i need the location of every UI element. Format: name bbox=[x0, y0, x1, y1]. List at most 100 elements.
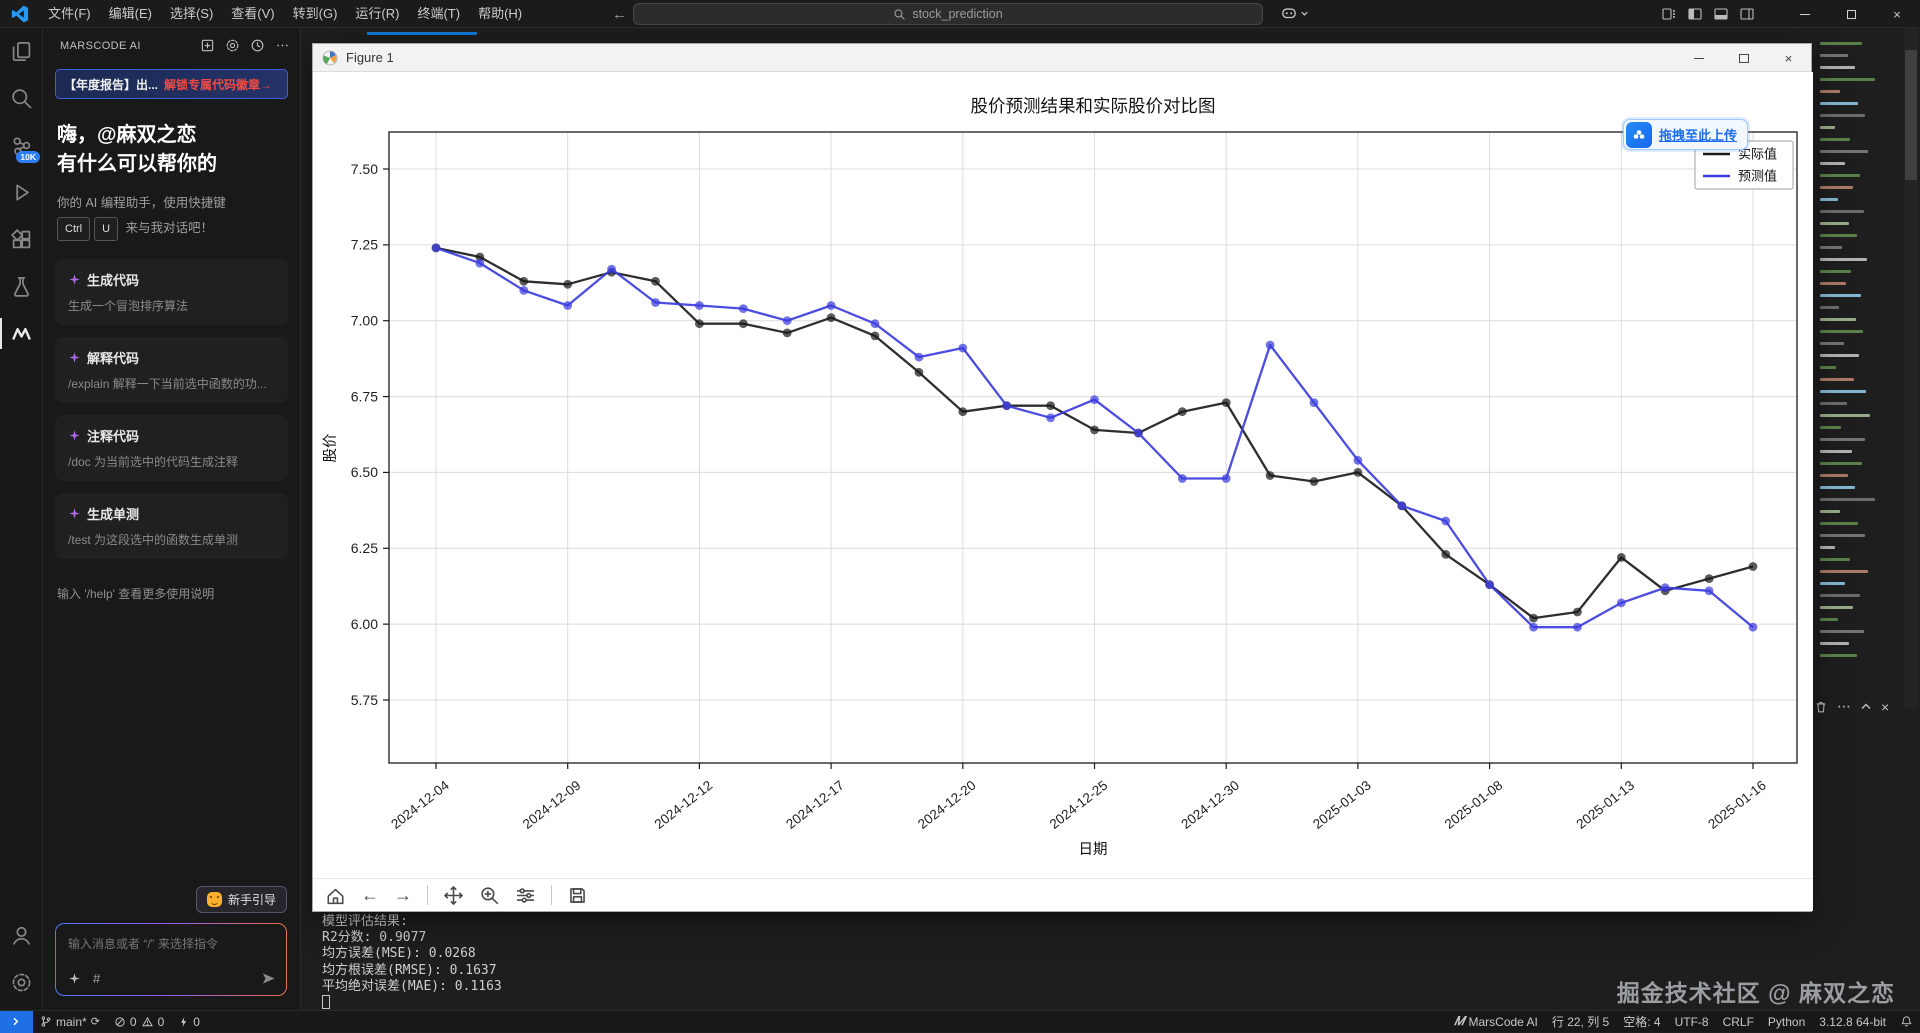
emoji-face-icon bbox=[207, 892, 222, 907]
kbd-Ctrl: Ctrl bbox=[57, 217, 90, 241]
remote-indicator[interactable] bbox=[0, 1011, 33, 1033]
layout-sidebar-left-icon[interactable] bbox=[1687, 6, 1703, 22]
sparkle-icon bbox=[68, 507, 81, 520]
layout-panel-icon[interactable] bbox=[1713, 6, 1729, 22]
status-item-6[interactable]: 3.12.8 64-bit bbox=[1812, 1011, 1893, 1033]
svg-text:2025-01-16: 2025-01-16 bbox=[1705, 778, 1769, 832]
terminal-line: R2分数: 0.9077 bbox=[322, 930, 502, 946]
onboarding-guide-button[interactable]: 新手引导 bbox=[196, 886, 287, 913]
guide-button-label: 新手引导 bbox=[228, 891, 276, 908]
ports-count: 0 bbox=[193, 1015, 200, 1029]
window-restore-button[interactable] bbox=[1828, 0, 1874, 28]
history-icon[interactable] bbox=[250, 38, 265, 53]
layout-customize-icon[interactable] bbox=[1661, 6, 1677, 22]
activity-item-account[interactable] bbox=[0, 912, 43, 959]
activity-item-search[interactable] bbox=[0, 75, 43, 122]
status-item-5[interactable]: Python bbox=[1761, 1011, 1812, 1033]
terminal-cursor bbox=[322, 995, 330, 1009]
activity-item-marscode[interactable] bbox=[0, 310, 43, 357]
notifications-bell[interactable] bbox=[1893, 1011, 1920, 1033]
figure-titlebar[interactable]: Figure 1 × bbox=[313, 44, 1811, 72]
mpl-home-button[interactable] bbox=[321, 885, 350, 906]
mpl-forward-button[interactable]: → bbox=[390, 885, 416, 906]
menu-帮助(H)[interactable]: 帮助(H) bbox=[469, 0, 531, 28]
chevron-up-icon[interactable] bbox=[1860, 701, 1872, 713]
card-desc: /test 为这段选中的函数生成单测 bbox=[68, 531, 275, 548]
svg-text:7.50: 7.50 bbox=[351, 161, 378, 177]
svg-text:股价预测结果和实际股价对比图: 股价预测结果和实际股价对比图 bbox=[971, 96, 1216, 116]
terminal-line: 均方误差(MSE): 0.0268 bbox=[322, 946, 502, 962]
menu-转到(G)[interactable]: 转到(G) bbox=[284, 0, 347, 28]
sparkle-icon[interactable] bbox=[68, 972, 81, 985]
copilot-button[interactable] bbox=[1280, 4, 1309, 22]
sparkle-icon bbox=[68, 273, 81, 286]
chart-svg[interactable]: 5.756.006.256.506.757.007.257.502024-12-… bbox=[313, 72, 1813, 880]
card-desc: /doc 为当前选中的代码生成注释 bbox=[68, 453, 275, 470]
window-minimize-button[interactable] bbox=[1782, 0, 1828, 28]
svg-text:2025-01-03: 2025-01-03 bbox=[1310, 778, 1374, 832]
chat-input-placeholder: 输入消息或者 “/” 来选择指令 bbox=[68, 935, 218, 952]
activity-item-extensions[interactable] bbox=[0, 216, 43, 263]
settings-icon[interactable] bbox=[225, 38, 240, 53]
panel-close-icon[interactable]: × bbox=[1881, 699, 1889, 715]
mpl-pan-button[interactable] bbox=[439, 885, 468, 906]
problems-item[interactable]: 0 0 bbox=[107, 1011, 171, 1033]
svg-text:6.75: 6.75 bbox=[351, 388, 378, 404]
activity-item-ai-chat[interactable]: 10K bbox=[0, 122, 43, 169]
svg-text:预测值: 预测值 bbox=[1738, 169, 1777, 184]
editor-scrollbar[interactable] bbox=[1904, 28, 1918, 708]
menu-终端(T)[interactable]: 终端(T) bbox=[408, 0, 469, 28]
hash-context-icon[interactable]: # bbox=[93, 971, 100, 986]
menu-编辑(E)[interactable]: 编辑(E) bbox=[100, 0, 161, 28]
activity-item-settings[interactable] bbox=[0, 959, 43, 1006]
git-branch-item[interactable]: main* ⟳ bbox=[33, 1011, 107, 1033]
menu-选择(S)[interactable]: 选择(S) bbox=[161, 0, 222, 28]
marscode-logo-icon: 𝑀 bbox=[1454, 1014, 1464, 1029]
branch-name: main* bbox=[56, 1015, 87, 1029]
svg-text:6.00: 6.00 bbox=[351, 616, 378, 632]
new-chat-icon[interactable] bbox=[200, 38, 215, 53]
activity-item-testing[interactable] bbox=[0, 263, 43, 310]
figure-close-button[interactable]: × bbox=[1766, 44, 1811, 72]
upload-drop-button[interactable]: 拖拽至此上传 bbox=[1623, 119, 1748, 150]
card-title: 生成代码 bbox=[87, 270, 139, 289]
figure-minimize-button[interactable] bbox=[1676, 44, 1721, 72]
prompt-card[interactable]: 生成代码生成一个冒泡排序算法 bbox=[55, 259, 288, 325]
activity-item-explorer[interactable] bbox=[0, 28, 43, 75]
window-close-button[interactable]: × bbox=[1874, 0, 1920, 28]
activity-item-run-debug[interactable] bbox=[0, 169, 43, 216]
command-center-search[interactable]: stock_prediction bbox=[633, 3, 1263, 25]
mpl-configure-button[interactable] bbox=[511, 885, 540, 906]
mpl-save-button[interactable] bbox=[563, 885, 592, 906]
status-item-3[interactable]: UTF-8 bbox=[1668, 1011, 1716, 1033]
chat-input[interactable]: 输入消息或者 “/” 来选择指令 # bbox=[55, 923, 287, 996]
status-item-4[interactable]: CRLF bbox=[1716, 1011, 1761, 1033]
mpl-zoom-button[interactable] bbox=[475, 885, 504, 906]
ports-item[interactable]: 0 bbox=[171, 1011, 207, 1033]
assist-text-suffix: 来与我对话吧！ bbox=[126, 221, 214, 235]
prompt-card[interactable]: 解释代码/explain 解释一下当前选中函数的功... bbox=[55, 337, 288, 403]
annual-report-banner[interactable]: 【年度报告】出... 解锁专属代码徽章→ bbox=[55, 69, 288, 99]
prompt-card[interactable]: 生成单测/test 为这段选中的函数生成单测 bbox=[55, 493, 288, 559]
status-item-2[interactable]: 空格: 4 bbox=[1616, 1011, 1667, 1033]
prompt-card[interactable]: 注释代码/doc 为当前选中的代码生成注释 bbox=[55, 415, 288, 481]
menu-运行(R)[interactable]: 运行(R) bbox=[346, 0, 408, 28]
more-icon[interactable] bbox=[275, 38, 290, 53]
trash-icon[interactable] bbox=[1814, 700, 1828, 714]
card-desc: 生成一个冒泡排序算法 bbox=[68, 297, 275, 314]
mpl-back-button[interactable]: ← bbox=[357, 885, 383, 906]
nav-back-icon[interactable]: ← bbox=[612, 6, 627, 23]
figure-maximize-button[interactable] bbox=[1721, 44, 1766, 72]
more-actions-icon[interactable]: ⋯ bbox=[1837, 698, 1851, 715]
status-item-1[interactable]: 行 22, 列 5 bbox=[1545, 1011, 1616, 1033]
menu-文件(F)[interactable]: 文件(F) bbox=[39, 0, 100, 28]
menu-查看(V)[interactable]: 查看(V) bbox=[222, 0, 283, 28]
svg-text:5.75: 5.75 bbox=[351, 692, 378, 708]
help-hint: 输入 '/help' 查看更多使用说明 bbox=[57, 585, 286, 602]
send-button[interactable] bbox=[261, 971, 276, 986]
layout-sidebar-right-icon[interactable] bbox=[1739, 6, 1755, 22]
assist-text: 你的 AI 编程助手，使用快捷键 bbox=[57, 196, 226, 210]
